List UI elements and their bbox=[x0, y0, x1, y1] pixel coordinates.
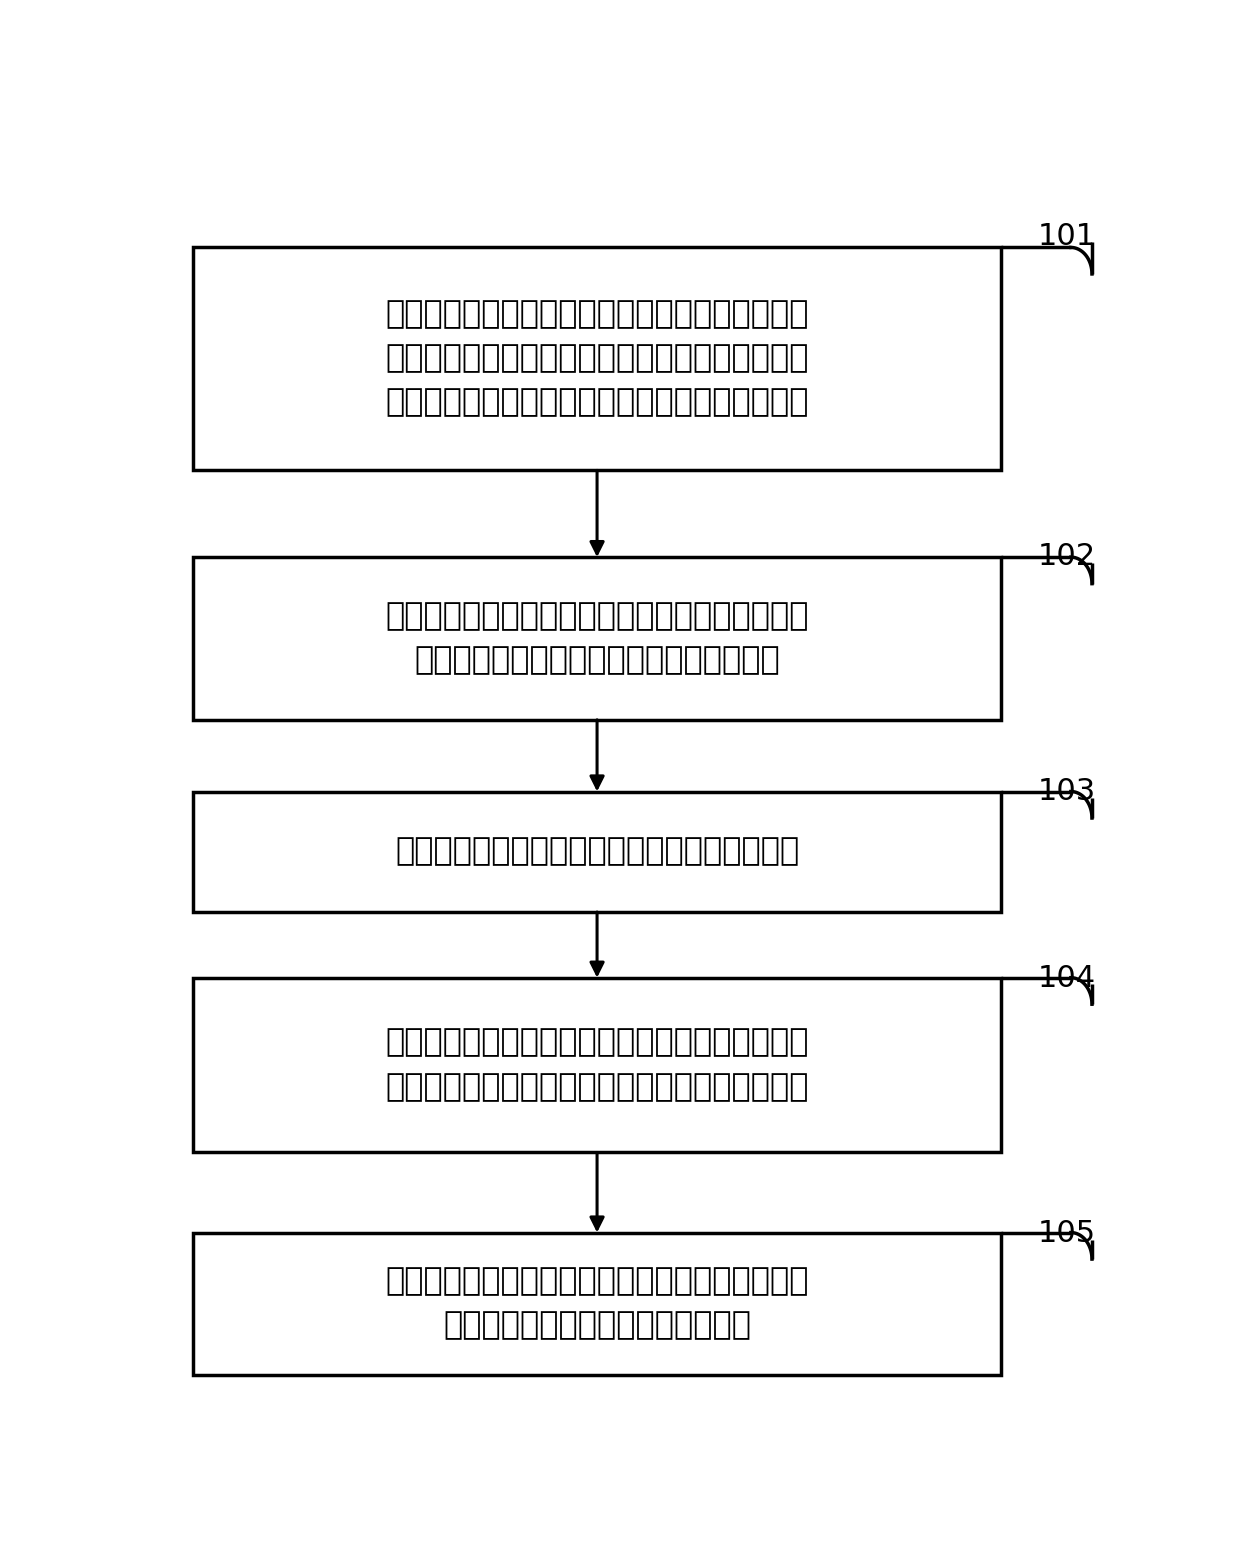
Text: 104: 104 bbox=[1038, 964, 1096, 992]
Bar bbox=[193, 557, 1001, 720]
Text: 对研究区单井进行埋蔗史和热演化史模拟，结合烃
源岔生烃史和储层包裹体均一温度，确定原油充注
时间，并确定原油充注后不同时期储层经历的温度: 对研究区单井进行埋蔗史和热演化史模拟，结合烃 源岔生烃史和储层包裹体均一温度，确… bbox=[386, 299, 808, 418]
Bar bbox=[193, 1233, 1001, 1374]
Bar bbox=[193, 247, 1001, 471]
Text: 101: 101 bbox=[1038, 222, 1096, 250]
Text: 根据原油充注后不同时期储层经历的温度和原油裂
解动力学参数生成不同时期原油裂解成气的转化率: 根据原油充注后不同时期储层经历的温度和原油裂 解动力学参数生成不同时期原油裂解成… bbox=[386, 1028, 808, 1103]
Bar bbox=[193, 792, 1001, 912]
Text: 根据不同时期原油裂解成气的转化率，确定古油藏
裂解过程中独立油相消失时间和深度: 根据不同时期原油裂解成气的转化率，确定古油藏 裂解过程中独立油相消失时间和深度 bbox=[386, 1266, 808, 1341]
Text: 105: 105 bbox=[1038, 1219, 1096, 1249]
Bar bbox=[193, 978, 1001, 1152]
Text: 根据总烃气产率数据，生成原油裂解动力学参数: 根据总烃气产率数据，生成原油裂解动力学参数 bbox=[394, 836, 800, 867]
Text: 102: 102 bbox=[1038, 541, 1096, 571]
Text: 103: 103 bbox=[1038, 778, 1096, 806]
Text: 选取研究区目的层油蔗的原油样品，对原油进行黄
金管裂解热模拟实验，生成总烃气产率数据: 选取研究区目的层油蔗的原油样品，对原油进行黄 金管裂解热模拟实验，生成总烃气产率… bbox=[386, 601, 808, 676]
